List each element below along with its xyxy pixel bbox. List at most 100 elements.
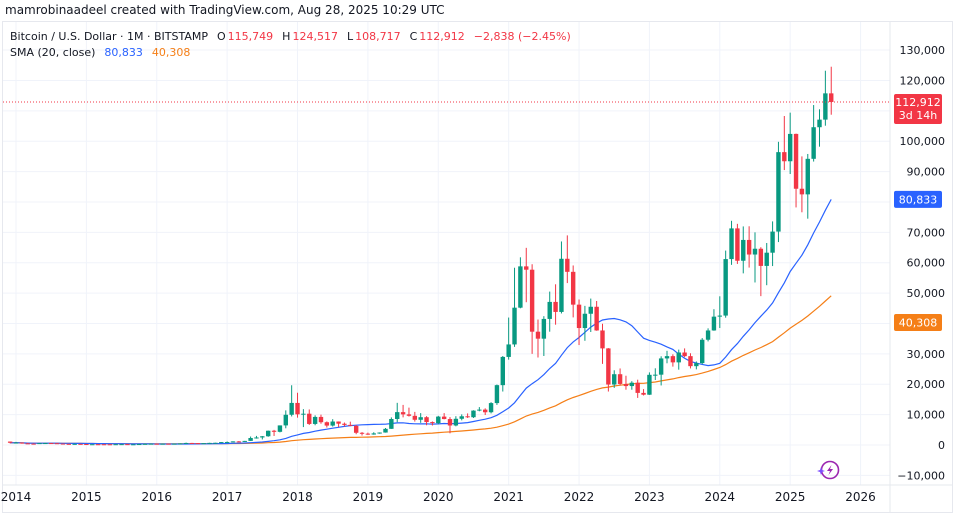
candle-2025-01[interactable]	[787, 112, 793, 175]
candle-2021-12[interactable]	[570, 265, 576, 318]
candle-2018-09[interactable]	[342, 422, 347, 427]
candle-2017-11[interactable]	[283, 410, 288, 429]
candle-2021-02[interactable]	[512, 267, 517, 347]
candle-2024-05[interactable]	[741, 226, 746, 274]
candle-2019-12[interactable]	[430, 421, 435, 426]
candle-2020-08[interactable]	[477, 407, 482, 412]
candle-2021-01[interactable]	[506, 317, 511, 360]
candle-2021-03[interactable]	[518, 257, 523, 309]
candle-2018-01[interactable]	[295, 392, 300, 418]
candle-2018-08[interactable]	[336, 421, 341, 428]
candle-2024-12[interactable]	[782, 115, 787, 171]
candle-2013-12[interactable]	[7, 441, 13, 444]
candle-2020-07[interactable]	[471, 410, 476, 418]
tradingview-assistant-lightning-icon[interactable]	[817, 460, 840, 480]
candle-2016-02[interactable]	[160, 443, 165, 445]
candle-2017-06[interactable]	[254, 435, 259, 439]
symbol-title[interactable]: Bitcoin / U.S. Dollar · 1M · BITSTAMP	[10, 30, 208, 43]
candle-2014-12[interactable]	[78, 443, 83, 445]
candle-2019-11[interactable]	[424, 416, 429, 426]
candle-2016-11[interactable]	[213, 442, 218, 444]
candle-2014-10[interactable]	[66, 443, 71, 445]
candle-2018-07[interactable]	[330, 419, 335, 427]
candle-2020-02[interactable]	[441, 413, 447, 420]
candle-2023-01[interactable]	[647, 372, 652, 395]
candle-2024-04[interactable]	[735, 223, 740, 264]
candle-2018-04[interactable]	[312, 415, 318, 426]
candle-2025-06[interactable]	[817, 109, 822, 147]
candle-2023-11[interactable]	[705, 328, 711, 342]
candle-2023-04[interactable]	[664, 350, 670, 364]
candle-2015-10[interactable]	[136, 443, 142, 446]
candle-2023-02[interactable]	[653, 368, 658, 380]
candle-2016-04[interactable]	[172, 443, 177, 445]
candle-2019-08[interactable]	[406, 407, 412, 417]
candle-2016-05[interactable]	[178, 443, 183, 445]
candle-2022-12[interactable]	[641, 389, 646, 396]
candle-2016-08[interactable]	[195, 443, 201, 445]
candle-2020-10[interactable]	[488, 402, 494, 414]
candle-2014-03[interactable]	[25, 442, 30, 445]
candle-2019-03[interactable]	[377, 432, 382, 434]
candle-2022-06[interactable]	[606, 348, 611, 392]
candle-2024-02[interactable]	[723, 250, 728, 318]
candle-2015-03[interactable]	[95, 444, 101, 446]
candle-2016-06[interactable]	[183, 442, 189, 444]
candle-2020-12[interactable]	[500, 355, 505, 392]
candle-2020-11[interactable]	[494, 384, 500, 405]
candle-2017-03[interactable]	[236, 441, 242, 443]
time-axis[interactable]: 2014 2015 2016 2017 2018 2019 2020 2021 2022 2023…	[1, 490, 876, 504]
candle-2015-09[interactable]	[131, 444, 136, 446]
candle-2019-09[interactable]	[412, 411, 418, 422]
candle-2017-01[interactable]	[224, 441, 230, 444]
candle-2022-04[interactable]	[594, 300, 599, 331]
candle-2017-04[interactable]	[242, 440, 247, 442]
candle-2019-04[interactable]	[383, 427, 388, 433]
candle-2020-03[interactable]	[447, 417, 453, 434]
candle-2025-04[interactable]	[805, 153, 810, 219]
candle-2016-10[interactable]	[207, 442, 212, 444]
candle-2014-04[interactable]	[31, 443, 36, 445]
candle-2022-05[interactable]	[600, 323, 605, 364]
candle-2021-06[interactable]	[535, 319, 541, 358]
candle-2022-02[interactable]	[582, 305, 588, 341]
candle-2019-05[interactable]	[389, 417, 394, 429]
candle-2019-01[interactable]	[365, 432, 371, 435]
candle-2022-10[interactable]	[629, 381, 635, 390]
candle-2019-07[interactable]	[400, 404, 406, 418]
candle-2015-04[interactable]	[101, 444, 107, 446]
candle-2018-11[interactable]	[353, 425, 359, 435]
candle-2014-07[interactable]	[48, 442, 54, 445]
candle-2018-12[interactable]	[359, 432, 365, 436]
candle-2020-05[interactable]	[459, 414, 464, 421]
candle-2021-09[interactable]	[553, 284, 558, 325]
candle-2021-08[interactable]	[547, 291, 552, 332]
candle-2023-07[interactable]	[682, 348, 687, 358]
candle-2019-02[interactable]	[371, 432, 376, 435]
candle-2022-08[interactable]	[617, 368, 623, 386]
candle-2017-02[interactable]	[230, 441, 236, 443]
candle-2022-01[interactable]	[576, 299, 582, 346]
candle-2017-12[interactable]	[289, 385, 294, 417]
candle-2015-06[interactable]	[113, 444, 118, 446]
candle-2023-03[interactable]	[658, 356, 664, 386]
candle-2023-09[interactable]	[694, 361, 699, 370]
candle-2023-12[interactable]	[711, 309, 717, 331]
candle-2014-08[interactable]	[54, 443, 60, 445]
candle-2018-03[interactable]	[307, 409, 312, 425]
candle-2017-09[interactable]	[271, 429, 277, 436]
candle-2016-03[interactable]	[166, 443, 171, 445]
candle-2016-09[interactable]	[201, 443, 206, 445]
candle-2024-03[interactable]	[729, 220, 734, 265]
candle-2015-02[interactable]	[90, 444, 95, 446]
candle-2014-09[interactable]	[60, 443, 66, 445]
candle-2024-07[interactable]	[752, 232, 758, 283]
candle-2022-09[interactable]	[623, 375, 629, 390]
candle-2015-11[interactable]	[142, 443, 148, 445]
candle-2025-03[interactable]	[799, 156, 805, 213]
candle-2024-09[interactable]	[764, 242, 769, 286]
candle-2023-05[interactable]	[670, 354, 676, 367]
candle-2025-08[interactable]	[829, 66, 834, 115]
candle-2017-07[interactable]	[260, 436, 265, 440]
